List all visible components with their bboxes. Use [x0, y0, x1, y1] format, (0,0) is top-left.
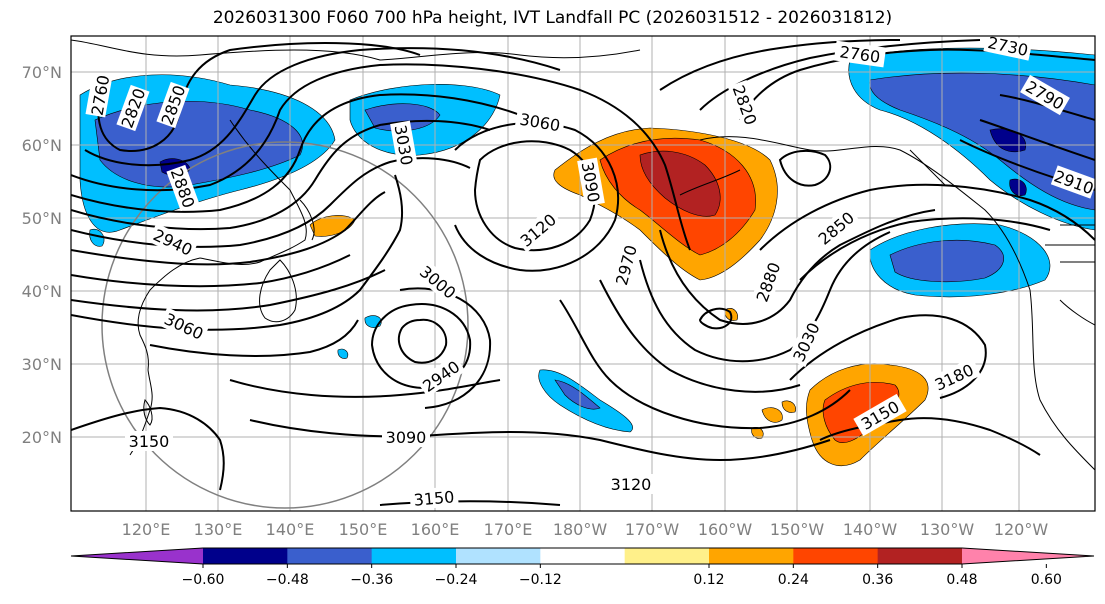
ivt-negative-shading: [79, 47, 1095, 433]
lon-label-170e: 170°E: [484, 520, 533, 539]
lon-label-150e: 150°E: [339, 520, 388, 539]
contour-label-3150b: 3150: [413, 487, 455, 509]
lat-label-20: 20°N: [22, 428, 62, 447]
lon-label-120w: 120°W: [994, 520, 1049, 539]
colorbar: −0.60 −0.48 −0.36 −0.24 −0.12 0.12 0.24 0.36 0.4…: [70, 547, 1095, 588]
map-area: 2760 2820 2850 2880 2940 3060 3030 3060 …: [71, 36, 1095, 511]
colorbar-segment: [287, 548, 373, 564]
colorbar-segment: [877, 548, 963, 564]
range-ring: [101, 141, 469, 509]
lat-label-30: 30°N: [22, 355, 62, 374]
lon-label-140e: 140°E: [266, 520, 315, 539]
colorbar-tick-label: 0.12: [693, 572, 724, 588]
lon-label-140w: 140°W: [843, 520, 898, 539]
colorbar-tick-label: 0.24: [778, 572, 809, 588]
colorbar-extension-high: [962, 548, 1094, 564]
colorbar-tick-label: 0.60: [1031, 572, 1062, 588]
colorbar-tick-label: 0.48: [946, 572, 977, 588]
colorbar-segment: [371, 548, 457, 564]
lon-label-160w: 160°W: [698, 520, 753, 539]
lon-label-120e: 120°E: [122, 520, 171, 539]
lon-label-170w: 170°W: [625, 520, 680, 539]
lon-label-130w: 130°W: [920, 520, 975, 539]
colorbar-tick-label: −0.12: [519, 572, 562, 588]
lon-labels: 120°E 130°E 140°E 150°E 160°E 170°E 180°…: [122, 520, 1049, 539]
colorbar-segment: [203, 548, 288, 564]
lon-label-130e: 130°E: [194, 520, 243, 539]
colorbar-segment: [456, 548, 541, 564]
colorbar-tick-label: −0.36: [350, 572, 393, 588]
map-grid: [71, 36, 1095, 511]
colorbar-extension-low: [71, 548, 203, 564]
chart-title: 2026031300 F060 700 hPa height, IVT Land…: [212, 8, 893, 28]
lat-label-60: 60°N: [22, 136, 62, 155]
colorbar-tick-label: 0.36: [862, 572, 893, 588]
colorbar-segment: [793, 548, 879, 564]
colorbar-tick-label: −0.60: [182, 572, 225, 588]
colorbar-tick-label: −0.24: [435, 572, 478, 588]
lat-label-50: 50°N: [22, 209, 62, 228]
colorbar-segment: [624, 548, 710, 564]
lon-label-180w: 180°W: [553, 520, 608, 539]
lat-label-70: 70°N: [22, 63, 62, 82]
colorbar-segment: [540, 548, 626, 564]
colorbar-tick-label: −0.48: [266, 572, 309, 588]
lat-labels: 70°N 60°N 50°N 40°N 30°N 20°N: [22, 63, 62, 447]
lon-label-150w: 150°W: [770, 520, 825, 539]
contour-label-3150a: 3150: [129, 432, 170, 451]
colorbar-segment: [709, 548, 794, 564]
contour-label-3090b: 3090: [386, 428, 427, 447]
contour-label-3120b: 3120: [611, 475, 652, 494]
map-border: [70, 35, 1096, 512]
lat-label-40: 40°N: [22, 282, 62, 301]
lon-label-160e: 160°E: [411, 520, 460, 539]
